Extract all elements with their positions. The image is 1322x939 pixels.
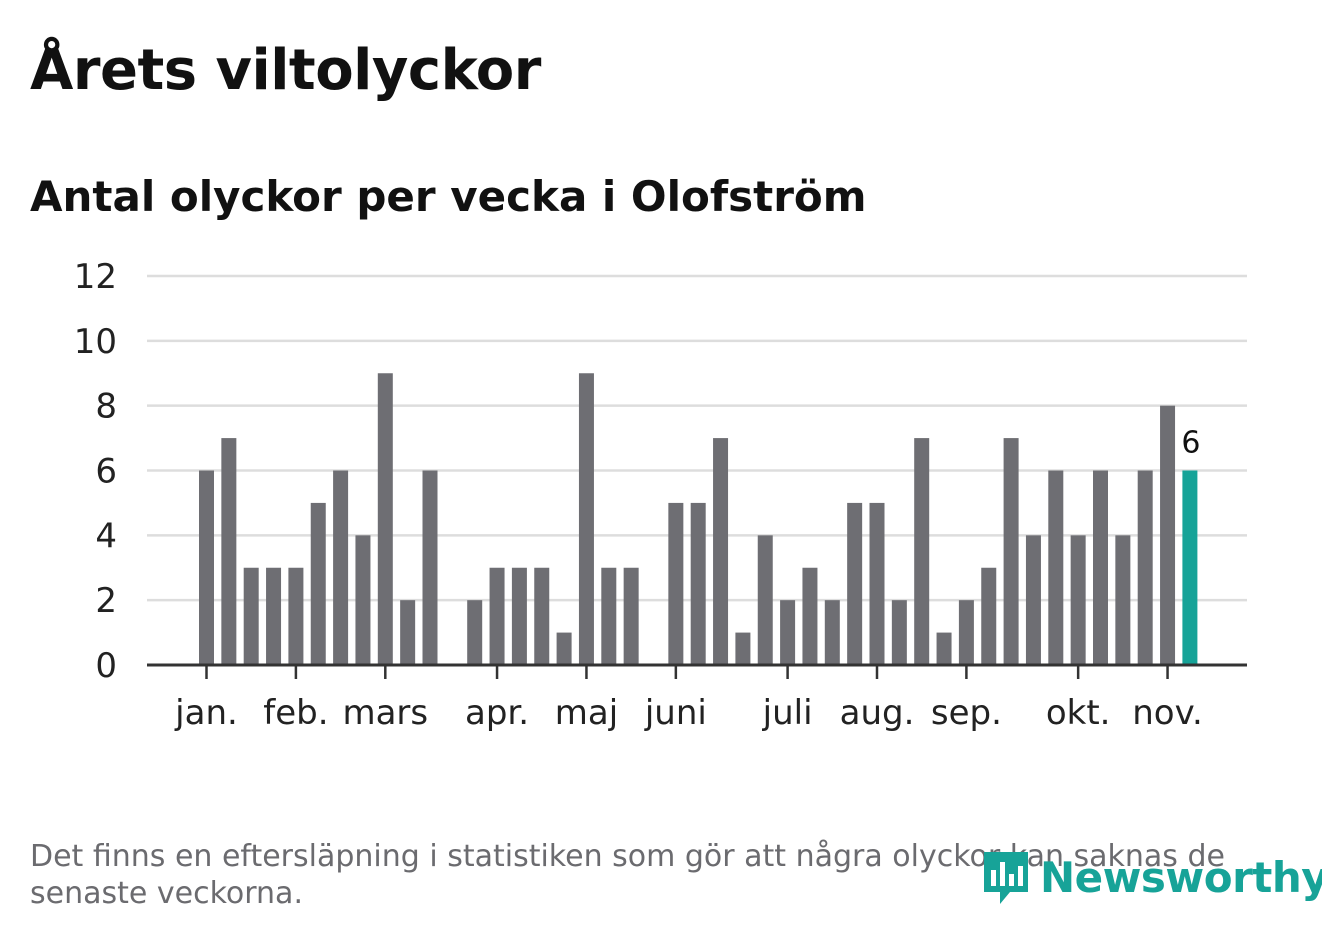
y-axis-ticks: 0 2 4 6 8 10 12 (74, 257, 117, 686)
x-tick-label: feb. (263, 693, 328, 733)
bar (511, 567, 527, 665)
bar (757, 535, 773, 665)
bar (623, 567, 639, 665)
y-tick-label: 6 (95, 452, 117, 492)
bar (824, 600, 840, 665)
x-tick-label: juni (644, 693, 707, 733)
bar (981, 567, 997, 665)
bar (467, 600, 483, 665)
bar (266, 567, 282, 665)
bar (1115, 535, 1131, 665)
y-tick-label: 2 (95, 581, 117, 621)
bar (489, 567, 505, 665)
bar (422, 470, 438, 665)
bar (1003, 438, 1019, 665)
bar (556, 632, 572, 665)
bar (601, 567, 617, 665)
bar (1070, 535, 1086, 665)
bar (847, 502, 863, 665)
newsworthy-logo-icon (984, 852, 1028, 904)
chart-title: Årets viltolyckor (30, 38, 541, 103)
bar (668, 502, 684, 665)
bar (333, 470, 349, 665)
x-tick-label: apr. (465, 693, 529, 733)
bar (1160, 405, 1176, 665)
data-labels: 6 (1181, 426, 1200, 461)
x-tick-label: sep. (931, 693, 1002, 733)
bar (1093, 470, 1108, 665)
bar (199, 470, 214, 665)
bar (713, 438, 729, 665)
bar (243, 567, 259, 665)
bar (1025, 535, 1041, 665)
y-tick-label: 12 (74, 257, 117, 297)
y-tick-label: 0 (95, 646, 117, 686)
x-axis: jan. feb. mars apr. maj juni juli aug. sep. okt. n… (147, 663, 1247, 733)
x-tick-label: jan. (174, 693, 238, 733)
bars (199, 373, 1198, 665)
bar (578, 373, 594, 665)
chart-subtitle: Antal olyckor per vecka i Olofström (30, 172, 867, 221)
x-tick-label: aug. (840, 693, 915, 733)
bar (288, 567, 304, 665)
brand-logo: Newsworthy (980, 848, 1322, 906)
bar (690, 502, 706, 665)
bar (355, 535, 371, 665)
bar-highlight (1182, 470, 1198, 665)
x-tick-label: nov. (1132, 693, 1203, 733)
y-tick-label: 8 (95, 387, 117, 427)
y-tick-label: 4 (95, 516, 117, 556)
bar-chart: 0 2 4 6 8 10 12 jan. feb. mars apr. maj juni juli aug… (74, 257, 1247, 733)
bar (869, 502, 885, 665)
x-tick-label: okt. (1046, 693, 1111, 733)
bar (1137, 470, 1153, 665)
brand-name: Newsworthy (1040, 852, 1322, 902)
x-tick-label: juli (762, 693, 813, 733)
bar (936, 632, 952, 665)
bar (221, 438, 237, 665)
x-tick-label: maj (555, 693, 618, 733)
bar (1048, 470, 1064, 665)
highlight-data-label: 6 (1181, 426, 1200, 461)
bar (534, 567, 550, 665)
bar (802, 567, 818, 665)
y-tick-label: 10 (74, 322, 117, 362)
x-tick-label: mars (342, 693, 428, 733)
bar (780, 600, 796, 665)
bar (400, 600, 416, 665)
bar (310, 502, 326, 665)
bar (958, 600, 974, 665)
bar (377, 373, 393, 665)
bar (891, 600, 907, 665)
bar (914, 438, 930, 665)
bar (735, 632, 751, 665)
